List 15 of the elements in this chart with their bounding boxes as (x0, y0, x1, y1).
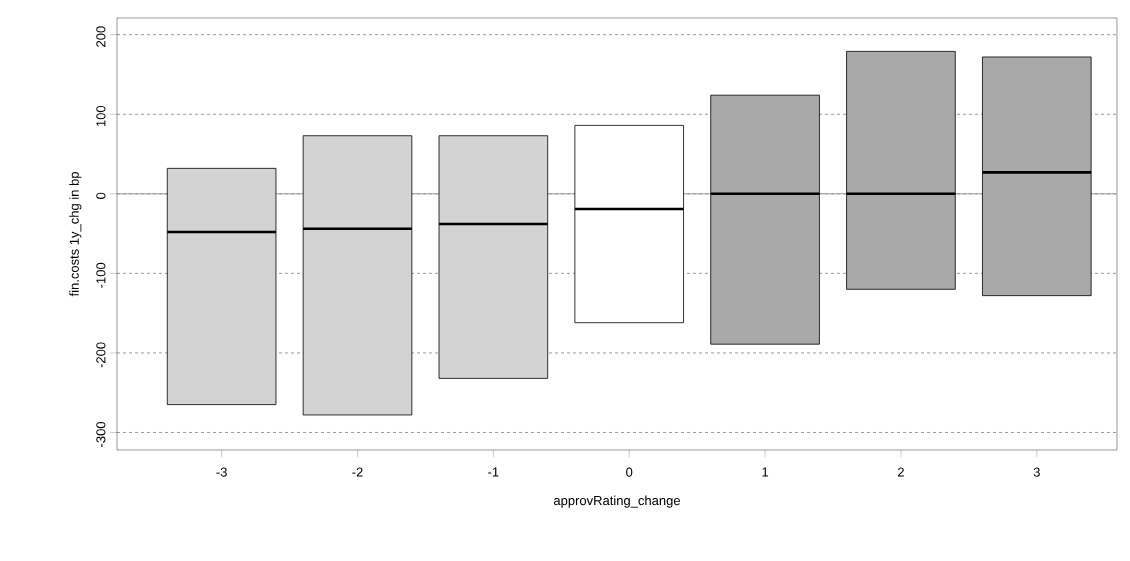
x-axis-title: approvRating_change (553, 495, 680, 508)
x-tick-label: 2 (897, 467, 904, 477)
x-tick-label: 1 (762, 467, 769, 477)
x-tick-label: 3 (1033, 467, 1040, 477)
y-tick-label: 200 (96, 26, 106, 47)
y-tick-label: -300 (96, 421, 106, 447)
y-tick-label: -200 (96, 342, 106, 368)
x-tick-label: -1 (488, 467, 499, 477)
x-tick-label: -3 (216, 467, 227, 477)
y-axis-title: fin.costs 1y_chg in bp (69, 172, 82, 297)
y-tick-label: -100 (96, 262, 106, 288)
y-tick-label: 0 (96, 192, 106, 199)
y-tick-label: 100 (96, 105, 106, 127)
x-tick-label: 0 (626, 467, 633, 477)
x-tick-label: -2 (352, 467, 363, 477)
